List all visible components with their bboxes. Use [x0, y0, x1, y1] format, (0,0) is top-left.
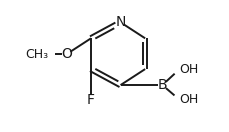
Text: F: F: [87, 93, 95, 107]
Text: CH₃: CH₃: [25, 48, 48, 61]
Text: O: O: [61, 47, 71, 61]
Text: B: B: [157, 78, 166, 92]
Text: OH: OH: [179, 63, 198, 76]
Text: OH: OH: [179, 93, 198, 106]
Text: N: N: [115, 15, 125, 29]
